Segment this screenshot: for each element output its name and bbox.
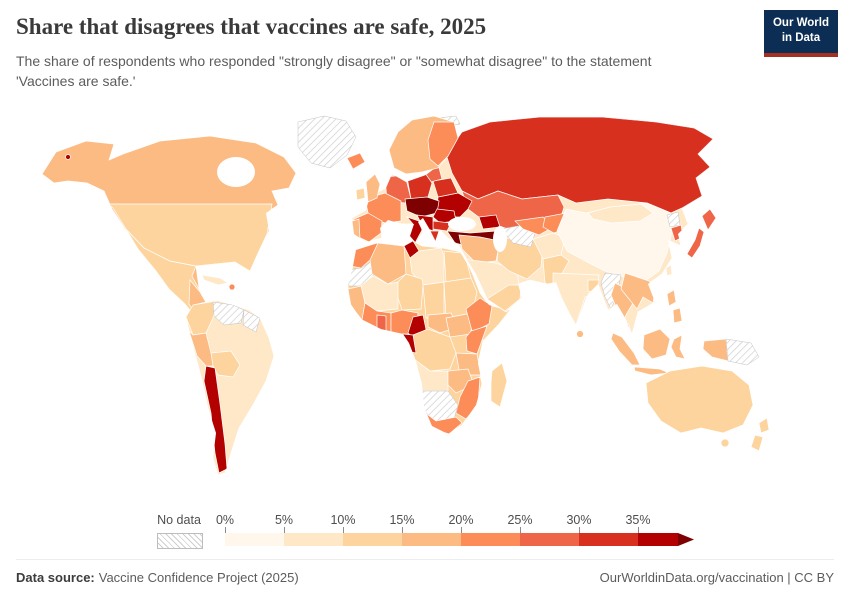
region-cuba[interactable] [201,274,229,286]
owid-logo-line-2: in Data [781,31,821,44]
region-chile[interactable] [203,365,228,474]
legend-tick-35: 35% [625,513,651,527]
region-caucasus[interactable] [478,214,501,230]
region-hispaniola[interactable] [228,283,236,291]
region-egypt[interactable] [443,250,472,283]
continent-africa [347,240,511,435]
region-somalia[interactable] [480,305,510,342]
caspian-sea [493,226,507,252]
region-romania[interactable] [432,208,457,224]
region-libya[interactable] [409,247,445,286]
scandinavia [388,115,459,175]
page-title: Share that disagrees that vaccines are s… [16,14,487,39]
subtitle-line-2: 'Vaccines are safe.' [16,73,136,90]
legend-tick-20: 20% [448,513,474,527]
region-chad[interactable] [422,281,445,319]
region-bolivia[interactable] [210,350,241,378]
region-greece[interactable] [424,230,440,244]
region-alaska-dot[interactable] [65,154,71,160]
region-philippines[interactable] [666,289,683,324]
legend-color-bar [225,527,694,546]
region-sulawesi[interactable] [670,334,686,360]
legend-tick-10: 10% [330,513,356,527]
legend-no-data-label: No data [157,513,201,527]
legend-tick-0: 0% [215,513,235,527]
region-belarus[interactable] [432,177,459,198]
region-japan[interactable] [686,208,717,259]
region-united-states[interactable] [107,203,273,272]
legend-tick-25: 25% [507,513,533,527]
legend-bin-20-25[interactable] [461,533,520,546]
continent-north-america [41,135,297,320]
region-west-papua[interactable] [702,338,729,362]
continent-eurasia [351,116,714,335]
region-uzbekistan[interactable] [514,216,554,236]
region-australia[interactable] [645,365,754,434]
legend-bin-15-20[interactable] [402,533,461,546]
world-choropleth-map [41,115,770,476]
region-papua-new-guinea[interactable] [725,338,760,366]
legend-bin-10-15[interactable] [343,533,402,546]
owid-logo-line-1: Our World [772,17,829,29]
region-mongolia[interactable] [587,203,654,224]
legend-bin-35-plus[interactable] [638,533,678,546]
region-sri-lanka[interactable] [576,330,584,338]
footer-credit-link[interactable]: OurWorldinData.org/vaccination | CC BY [599,570,834,585]
subtitle-line-1: The share of respondents who responded "… [16,53,652,69]
legend-tick-15: 15% [389,513,415,527]
continent-south-america [185,299,275,476]
footer: Data source: Vaccine Confidence Project (… [16,559,834,585]
region-greenland[interactable] [297,115,357,169]
hudson-bay [217,157,255,187]
region-ireland[interactable] [355,187,366,201]
region-niger[interactable] [397,273,424,311]
legend-bin-25-30[interactable] [520,533,579,546]
region-borneo[interactable] [642,328,671,360]
region-tasmania[interactable] [720,438,730,448]
region-senegal-guinea[interactable] [348,285,366,321]
footer-source: Data source: Vaccine Confidence Project (… [16,570,299,585]
footer-source-label: Data source: [16,570,95,585]
region-ghana[interactable] [376,314,387,332]
region-java[interactable] [633,366,671,376]
legend-tick-5: 5% [274,513,294,527]
legend-bin-0-5[interactable] [225,533,284,546]
owid-logo[interactable]: Our World in Data [763,10,838,57]
region-sumatra[interactable] [610,332,641,366]
region-afghanistan[interactable] [532,232,566,260]
region-finland[interactable] [427,121,459,167]
legend-tick-30: 30% [566,513,592,527]
legend-no-data-swatch[interactable] [157,533,203,549]
region-madagascar[interactable] [490,362,508,408]
region-taiwan[interactable] [665,264,673,277]
region-guyanas[interactable] [242,309,261,333]
page-subtitle: The share of respondents who responded "… [16,51,736,92]
black-sea [448,217,476,231]
region-new-zealand[interactable] [750,417,770,452]
region-venezuela[interactable] [212,301,245,326]
region-bangladesh[interactable] [587,279,600,294]
region-iceland[interactable] [346,152,366,170]
legend-bin-5-10[interactable] [284,533,343,546]
legend-bin-30-35[interactable] [579,533,638,546]
region-syria-iraq[interactable] [458,234,501,264]
footer-source-name: Vaccine Confidence Project (2025) [98,570,299,585]
region-united-kingdom[interactable] [365,173,381,203]
legend-arrow-tip [678,533,694,546]
